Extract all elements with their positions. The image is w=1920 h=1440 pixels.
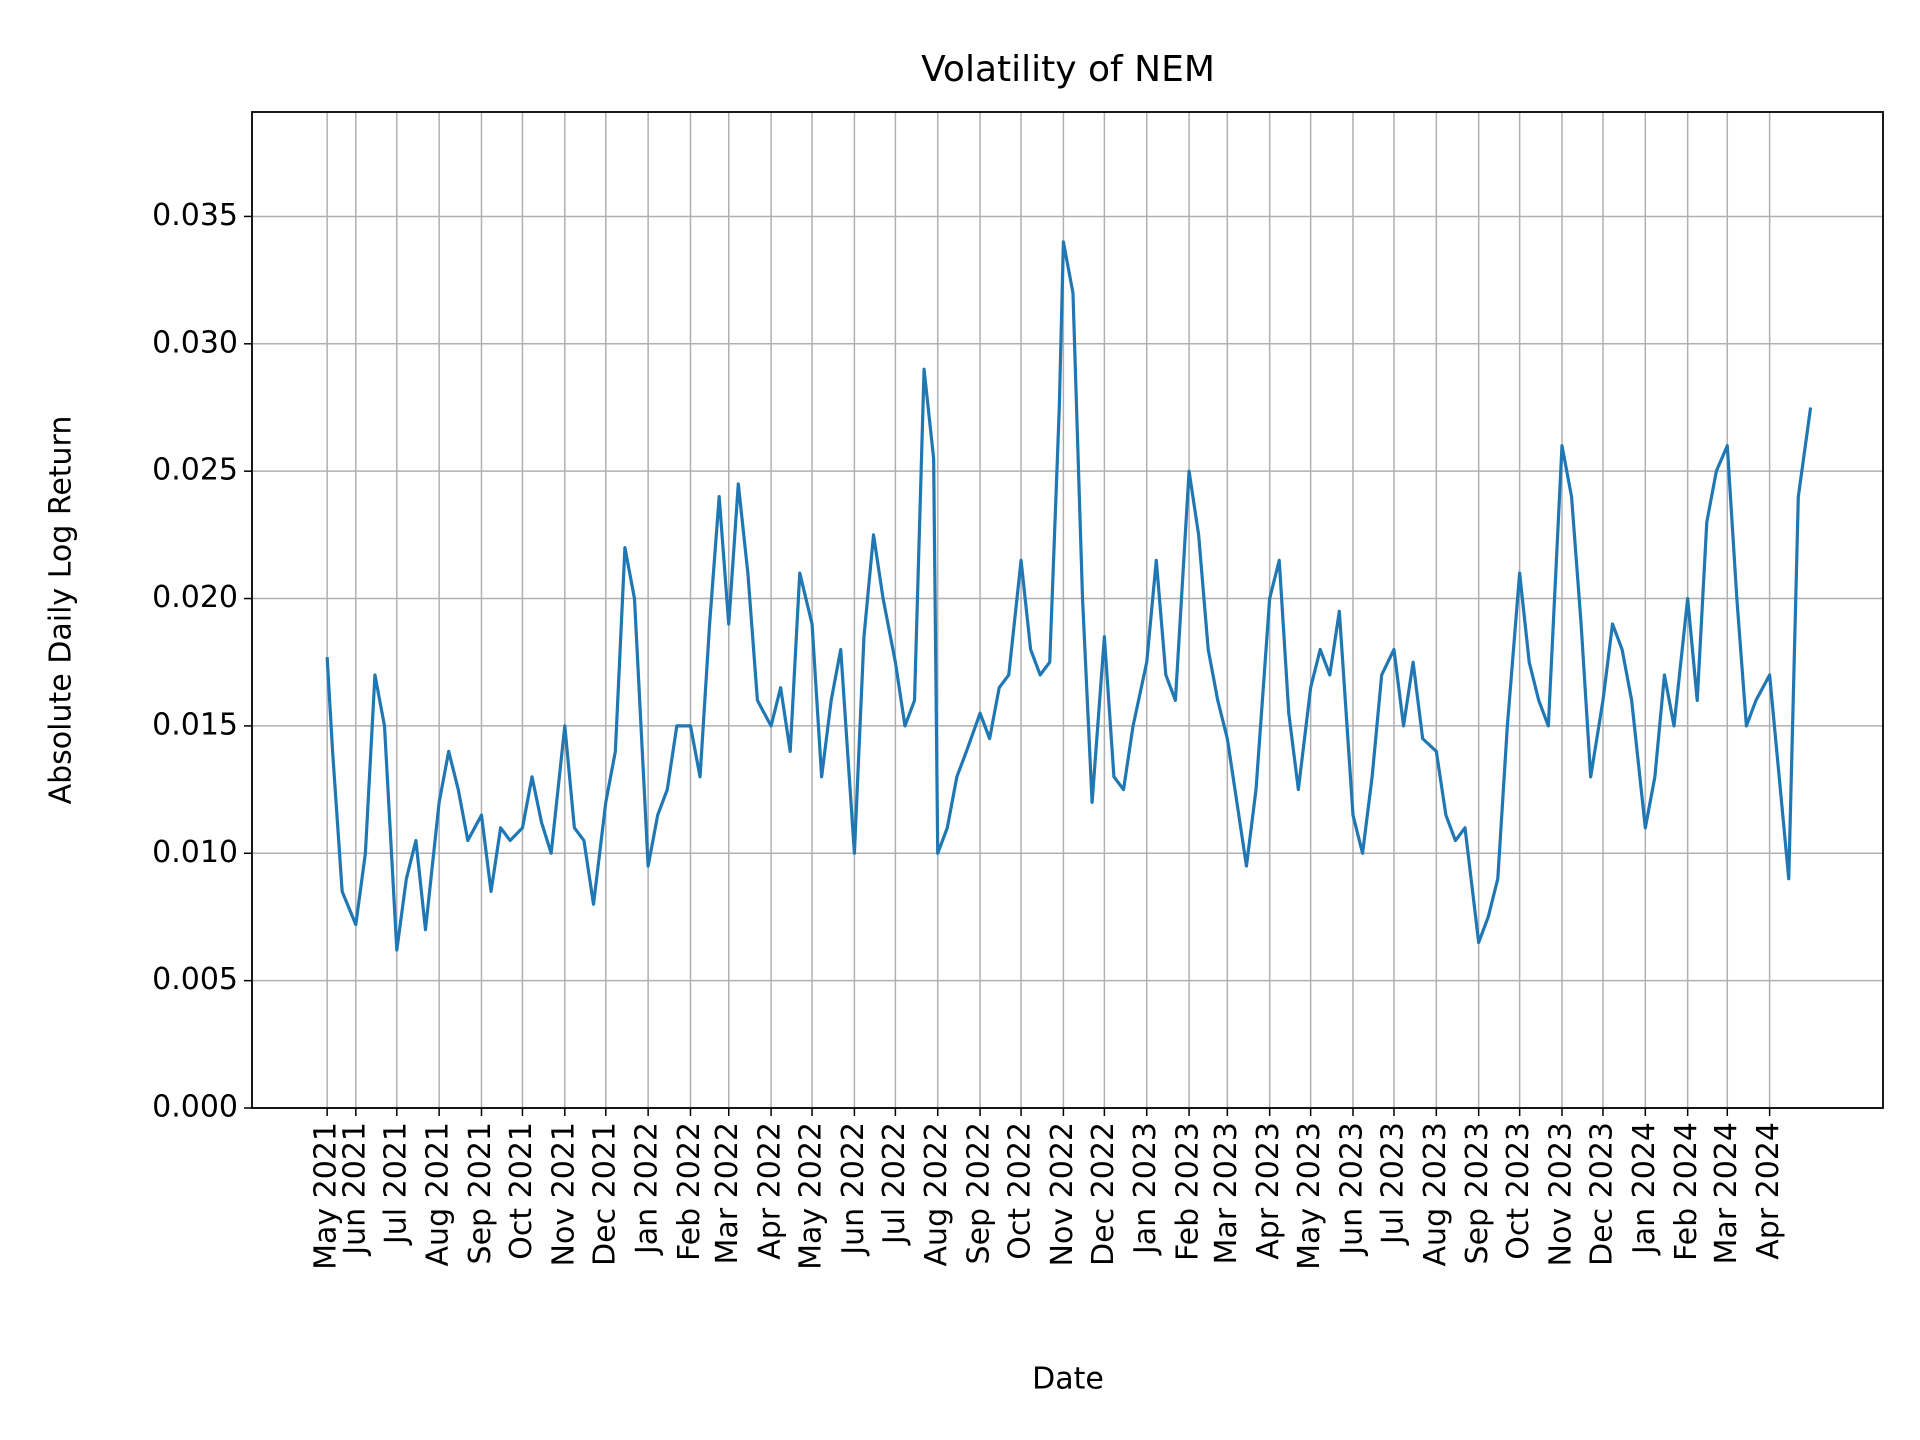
x-tick-label: Dec 2021: [587, 1122, 622, 1266]
x-tick-label: Jun 2021: [337, 1122, 372, 1257]
y-tick-label: 0.005: [152, 962, 238, 997]
x-tick-label: Oct 2023: [1501, 1122, 1536, 1260]
x-tick-label: May 2021: [309, 1122, 344, 1270]
x-tick-label: Jul 2022: [877, 1122, 912, 1246]
y-axis-label: Absolute Daily Log Return: [44, 416, 79, 805]
x-tick-label: Jan 2023: [1128, 1122, 1163, 1256]
x-tick-label: Apr 2024: [1751, 1122, 1786, 1260]
y-tick-label: 0.030: [152, 325, 238, 360]
x-tick-label: Oct 2022: [1003, 1122, 1038, 1260]
x-tick-label: Feb 2022: [672, 1122, 707, 1261]
x-tick-label: Nov 2023: [1543, 1122, 1578, 1266]
x-tick-label: Jun 2023: [1334, 1122, 1369, 1257]
x-tick-label: Jan 2024: [1627, 1122, 1662, 1256]
data-line: [325, 240, 1813, 952]
x-tick-label: Jun 2022: [836, 1122, 871, 1257]
x-tick-label: Nov 2022: [1045, 1122, 1080, 1266]
x-tick-label: Mar 2024: [1709, 1122, 1744, 1265]
x-tick-label: Aug 2021: [421, 1122, 456, 1266]
x-tick-label: Dec 2022: [1086, 1122, 1121, 1266]
x-tick-label: Mar 2023: [1209, 1122, 1244, 1265]
x-tick-label: Apr 2022: [753, 1122, 788, 1260]
x-tick-label: Jan 2022: [630, 1122, 665, 1256]
x-tick-label: Aug 2022: [919, 1122, 954, 1266]
x-tick-label: May 2022: [794, 1122, 829, 1270]
x-tick-label: Jul 2023: [1375, 1122, 1410, 1246]
x-tick-label: May 2023: [1292, 1122, 1327, 1270]
y-tick-label: 0.010: [152, 835, 238, 870]
y-tick-label: 0.000: [152, 1090, 238, 1125]
x-tick-label: Feb 2023: [1171, 1122, 1206, 1261]
y-tick-label: 0.035: [152, 198, 238, 233]
x-axis-label: Date: [1032, 1362, 1104, 1397]
x-tick-label: Sep 2022: [962, 1122, 997, 1264]
x-tick-label: Aug 2023: [1418, 1122, 1453, 1266]
x-tick-label: Sep 2023: [1460, 1122, 1495, 1264]
x-tick-label: Feb 2024: [1669, 1122, 1704, 1261]
x-tick-label: Mar 2022: [710, 1122, 745, 1265]
x-tick-label: Dec 2023: [1584, 1122, 1619, 1266]
y-tick-label: 0.020: [152, 580, 238, 615]
x-tick-label: Apr 2023: [1251, 1122, 1286, 1260]
y-tick-label: 0.015: [152, 707, 238, 742]
x-tick-label: Sep 2021: [463, 1122, 498, 1264]
chart-title: Volatility of NEM: [921, 49, 1215, 90]
y-tick-label: 0.025: [152, 453, 238, 488]
x-tick-label: Jul 2021: [378, 1122, 413, 1246]
plot-frame: [251, 111, 1884, 1109]
x-tick-label: Nov 2021: [546, 1122, 581, 1266]
x-tick-label: Oct 2021: [504, 1122, 539, 1260]
